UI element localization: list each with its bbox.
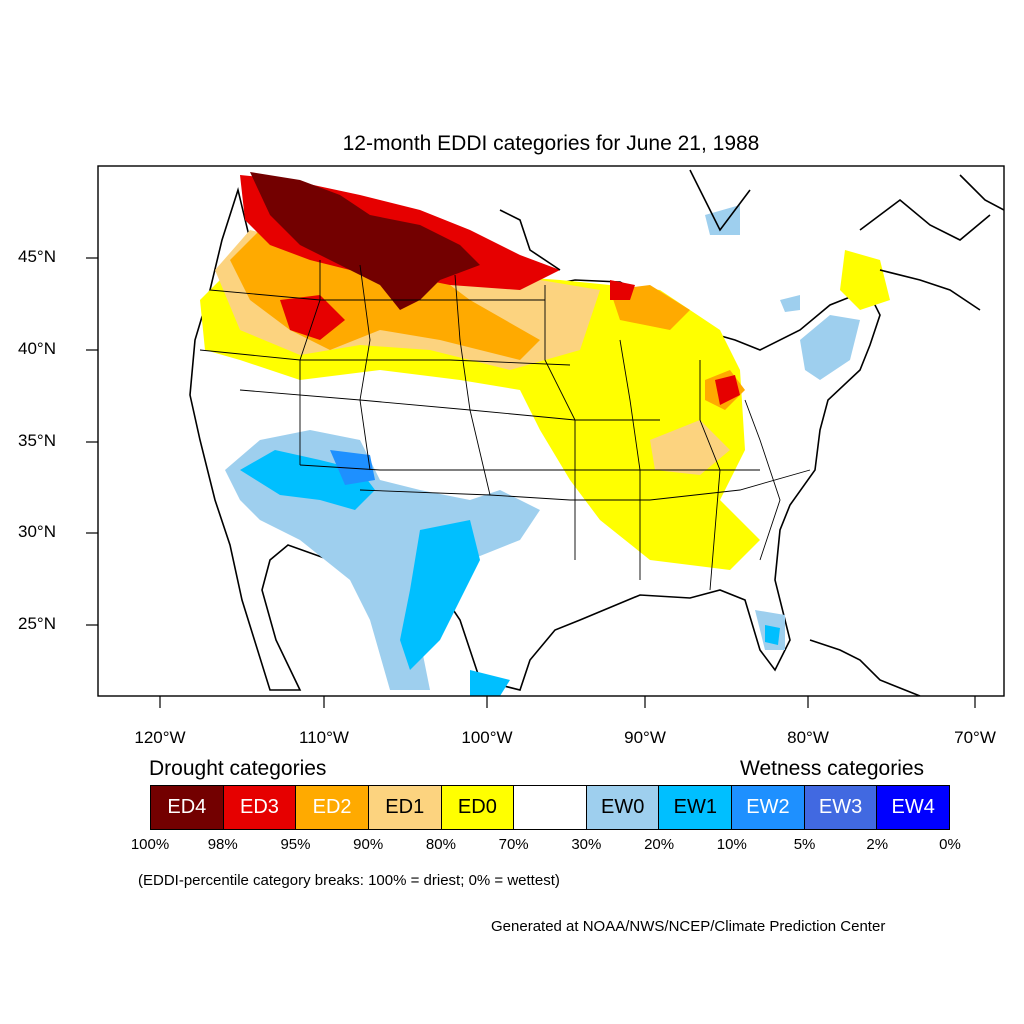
lat-label-45: 45°N xyxy=(18,247,56,266)
category-breaks-note: (EDDI-percentile category breaks: 100% =… xyxy=(138,872,560,889)
ew2-areas xyxy=(330,450,375,485)
legend-box-ew0: EW0 xyxy=(586,786,660,829)
category-legend-bar: ED4 ED3 ED2 ED1 ED0 EW0 EW1 EW2 EW3 EW4 xyxy=(150,785,950,830)
coastlines xyxy=(499,169,1004,696)
lon-label-90: 90°W xyxy=(624,728,666,747)
wetness-categories-heading: Wetness categories xyxy=(740,757,925,780)
break-label: 10% xyxy=(716,836,747,853)
legend-box-ed2: ED2 xyxy=(296,786,369,829)
legend-box-ew3: EW3 xyxy=(804,786,878,829)
lat-ticks xyxy=(86,257,98,626)
lat-label-25: 25°N xyxy=(18,614,56,633)
lat-label-35: 35°N xyxy=(18,431,56,450)
lon-label-110: 110°W xyxy=(299,728,349,747)
ew1-areas xyxy=(240,450,780,696)
legend-box-ed4: ED4 xyxy=(151,786,224,829)
break-label: 5% xyxy=(793,836,816,853)
legend-box-ew1: EW1 xyxy=(659,786,733,829)
legend-box-ed1: ED1 xyxy=(368,786,442,829)
break-label: 100% xyxy=(130,836,170,853)
legend-box-ew4: EW4 xyxy=(877,786,950,829)
lon-label-80: 80°W xyxy=(787,728,829,747)
break-label: 2% xyxy=(866,836,889,853)
legend-box-ew2: EW2 xyxy=(732,786,805,829)
legend-box-ed0: ED0 xyxy=(441,786,515,829)
state-boundaries xyxy=(199,260,811,591)
break-label: 20% xyxy=(644,836,675,853)
break-label: 80% xyxy=(425,836,456,853)
break-label: 95% xyxy=(280,836,311,853)
break-label: 0% xyxy=(939,836,961,853)
map-content xyxy=(189,169,1004,696)
ed4-areas xyxy=(250,172,480,310)
drought-categories-heading: Drought categories xyxy=(149,757,327,780)
break-label: 70% xyxy=(498,836,529,853)
lon-label-100: 100°W xyxy=(461,728,513,747)
lat-label-30: 30°N xyxy=(18,522,56,541)
map-title: 12-month EDDI categories for June 21, 19… xyxy=(342,132,760,155)
lon-label-70: 70°W xyxy=(954,728,996,747)
legend-box-neutral xyxy=(514,786,587,829)
map-frame xyxy=(97,165,1005,697)
credit-line: Generated at NOAA/NWS/NCEP/Climate Predi… xyxy=(491,918,886,935)
lat-label-40: 40°N xyxy=(18,339,56,358)
break-label: 30% xyxy=(571,836,602,853)
lon-label-120: 120°W xyxy=(134,728,186,747)
lon-ticks xyxy=(159,696,976,708)
break-label: 90% xyxy=(353,836,384,853)
legend-box-ed3: ED3 xyxy=(223,786,297,829)
break-label: 98% xyxy=(207,836,238,853)
